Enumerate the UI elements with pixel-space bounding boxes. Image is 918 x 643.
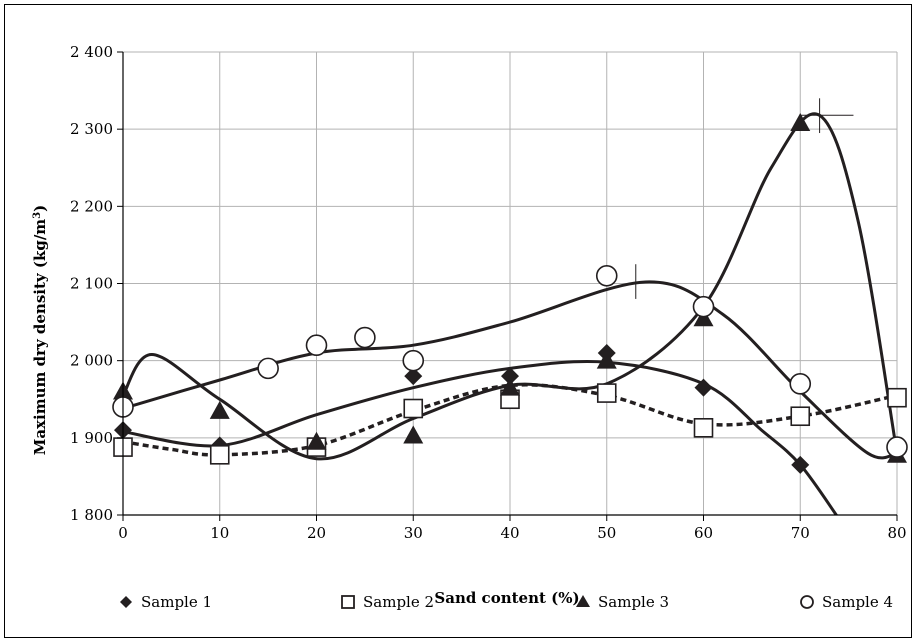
y-tick-label: 2 200: [70, 197, 113, 215]
data-point-triangle: [500, 377, 520, 396]
y-tick-label: 2 100: [70, 275, 113, 293]
legend-triangle-icon: [576, 595, 590, 607]
curve-peak-marks: [635, 98, 854, 299]
y-axis-title-main: Maximum dry density (kg/m: [31, 219, 49, 456]
x-tick-label: 0: [118, 524, 128, 542]
chart-frame: [4, 4, 912, 638]
series-curve-1: [123, 359, 839, 515]
y-tick-label: 1 900: [70, 429, 113, 447]
x-tick-label: 20: [307, 524, 326, 542]
x-tick-label: 10: [210, 524, 229, 542]
x-tick-label: 50: [597, 524, 616, 542]
x-tick-label: 70: [791, 524, 810, 542]
y-tick-label: 2 400: [70, 43, 113, 61]
y-axis-title-sup: 3: [32, 212, 43, 219]
legend-label: Sample 2: [363, 593, 434, 611]
data-point-circle: [305, 334, 328, 357]
y-axis-title-end: ): [31, 205, 49, 212]
x-tick-label: 30: [404, 524, 423, 542]
data-point-triangle: [306, 431, 327, 450]
legend-label: Sample 4: [822, 593, 893, 611]
legend: Sample 1 Sample 2 Sample 3 Sample 4: [120, 593, 893, 611]
data-point-circle: [402, 349, 425, 372]
legend-item: Sample 4: [800, 593, 893, 611]
x-tick-label: 40: [500, 524, 519, 542]
legend-label: Sample 1: [141, 593, 212, 611]
data-point-circle: [257, 357, 279, 380]
legend-circle-icon: [800, 595, 814, 609]
data-point-triangle: [596, 350, 617, 369]
data-point-circle: [354, 326, 376, 349]
data-point-square: [693, 418, 714, 438]
y-tick-label: 2 000: [70, 352, 113, 370]
axes: 0 10 20 30 40 50 60 70 80 1 800 1 900 2 000 2 100 2 2…: [70, 43, 907, 542]
data-point-square: [887, 387, 907, 408]
data-point-square: [596, 383, 617, 403]
y-tick-label: 2 300: [70, 120, 113, 138]
legend-label: Sample 3: [598, 593, 669, 611]
data-point-triangle: [403, 425, 424, 444]
data-point-diamond: [501, 367, 519, 386]
grid-lines: [123, 51, 898, 515]
data-point-square: [790, 406, 811, 427]
data-point-triangle: [209, 400, 230, 419]
y-tick-label: 1 800: [70, 506, 113, 524]
data-point-diamond: [694, 378, 713, 397]
data-point-circle: [595, 264, 618, 287]
data-point-triangle: [790, 112, 811, 131]
data-point-circle: [692, 295, 715, 318]
y-axis-title: Maximum dry density (kg/m3): [31, 205, 49, 456]
legend-square-icon: [341, 595, 355, 609]
x-axis-title: Sand content (%): [434, 589, 579, 607]
x-tick-label: 80: [887, 524, 906, 542]
data-point-diamond: [404, 367, 423, 386]
data-point-circle: [789, 373, 812, 395]
data-point-square: [403, 398, 424, 419]
data-point-square: [209, 445, 230, 465]
legend-item: Sample 1: [120, 593, 212, 611]
x-tick-label: 60: [694, 524, 713, 542]
legend-diamond-icon: [120, 596, 132, 608]
data-point-circle: [886, 436, 908, 458]
data-point-diamond: [791, 455, 810, 474]
legend-item: Sample 3: [576, 593, 669, 611]
legend-item: Sample 2: [341, 593, 434, 611]
